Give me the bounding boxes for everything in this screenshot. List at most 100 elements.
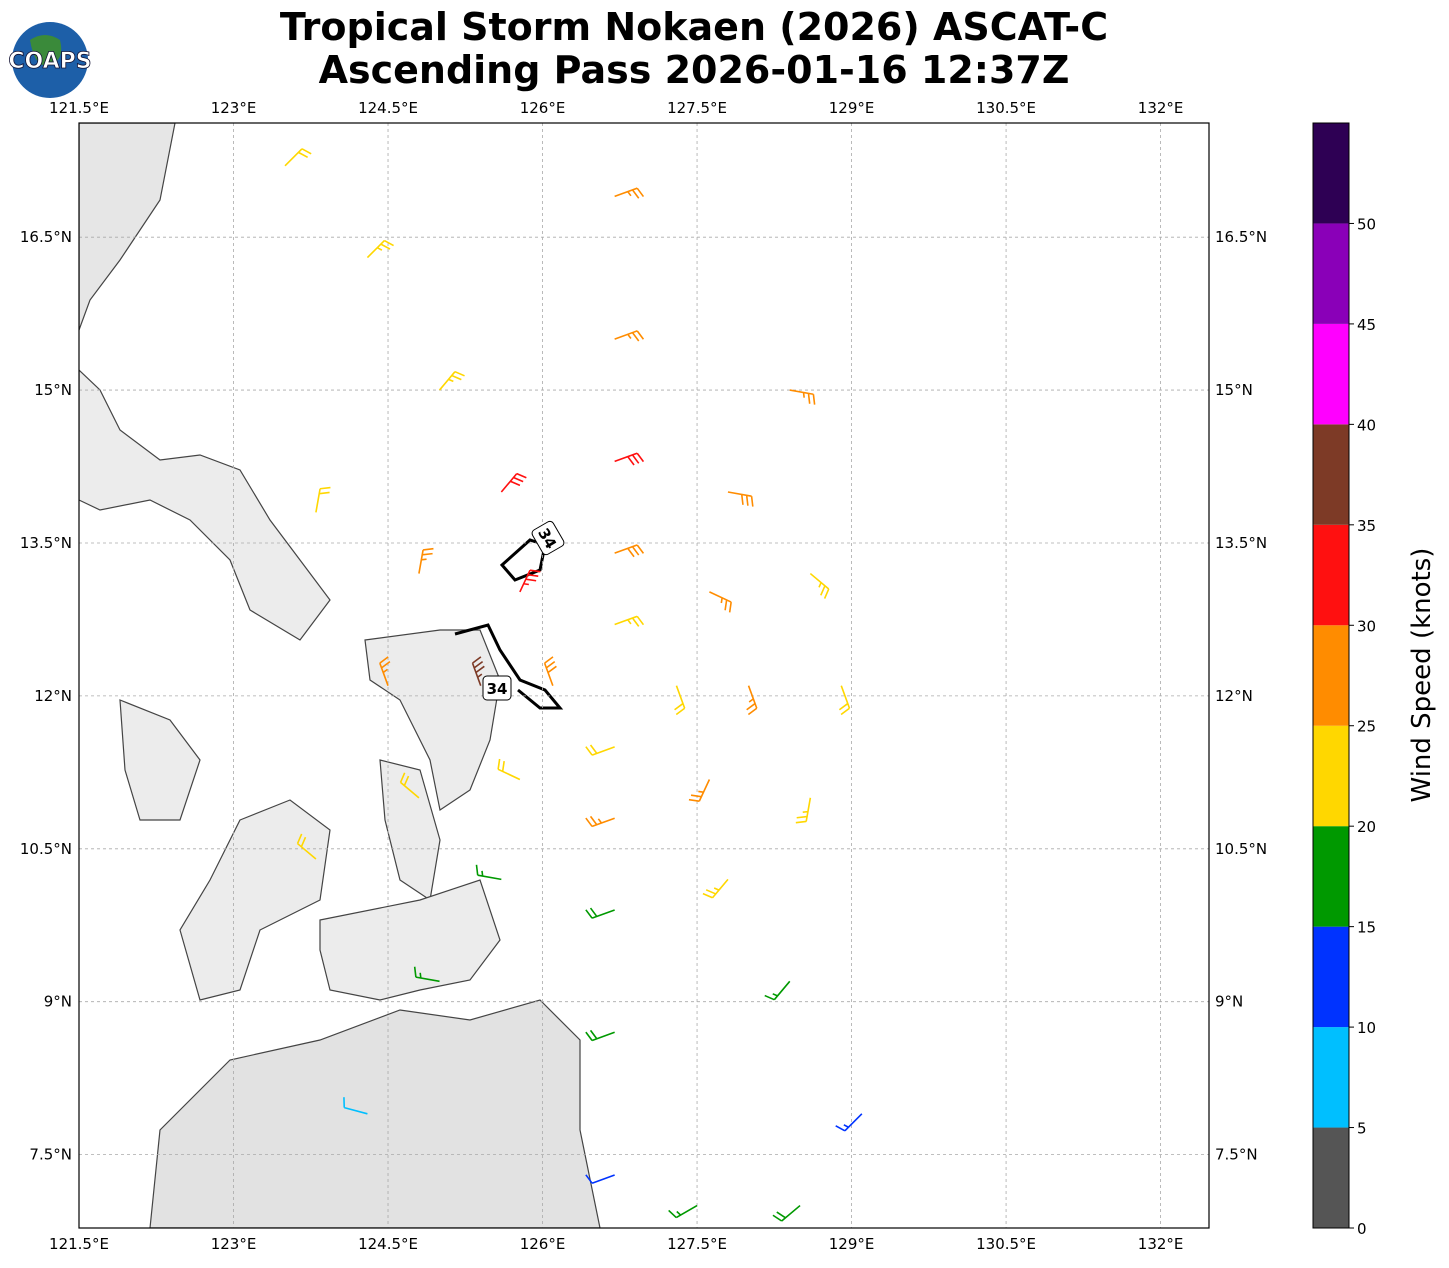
x-tick-label: 123°E — [211, 1235, 257, 1253]
colorbar-bin — [1313, 725, 1349, 827]
wind-barb — [764, 980, 791, 1001]
x-tick-label: 126°E — [520, 1235, 566, 1253]
wind-barb — [789, 389, 816, 405]
colorbar-frame — [1312, 122, 1350, 1229]
x-tick-label: 129°E — [829, 1235, 875, 1253]
wind-barb — [379, 656, 391, 686]
wind-barb — [296, 833, 317, 860]
y-tick-label: 16.5°N — [1215, 228, 1267, 246]
contour-label: 34 — [482, 675, 512, 701]
x-tick-label: 121.5°E — [49, 99, 109, 117]
wind-barb — [727, 491, 754, 507]
wind-barb — [543, 656, 557, 686]
colorbar-tick-label: 50 — [1357, 215, 1376, 233]
colorbar-bin — [1313, 424, 1349, 525]
wind-barb — [614, 544, 645, 558]
y-tick-label: 10.5°N — [20, 840, 72, 858]
wind-barb — [413, 966, 440, 983]
logo-land — [30, 35, 62, 66]
subtitle: Ascending Pass 2026-01-16 12:37Z — [319, 48, 1070, 92]
y-tick-label: 7.5°N — [29, 1146, 72, 1164]
colorbar-tick-label: 35 — [1357, 517, 1376, 535]
colorbar-bin — [1313, 323, 1349, 425]
colorbar-bin — [1313, 826, 1349, 927]
colorbar-tick-label: 30 — [1357, 617, 1376, 635]
wind-barb — [519, 569, 541, 593]
wind-barb — [284, 148, 312, 167]
wind-barb — [688, 779, 711, 803]
colorbar-bin — [1313, 926, 1349, 1028]
wind-barb — [809, 572, 830, 599]
y-tick-label: 12°N — [1215, 687, 1253, 705]
x-tick-label: 132°E — [1138, 99, 1184, 117]
wind-barb — [585, 744, 615, 756]
wind-barb — [795, 797, 812, 824]
x-tick-label: 126°E — [520, 99, 566, 117]
wind-barb — [835, 1113, 863, 1132]
colorbar-bin — [1313, 625, 1349, 726]
y-tick-label: 15°N — [34, 381, 72, 399]
title: Tropical Storm Nokaen (2026) ASCAT-C — [280, 5, 1108, 49]
y-tick-label: 9°N — [1215, 993, 1243, 1011]
wind-barb — [438, 370, 465, 391]
colorbar-bin — [1313, 223, 1349, 324]
x-tick-label: 127.5°E — [667, 99, 727, 117]
x-tick-label: 132°E — [1138, 1235, 1184, 1253]
x-tick-label: 121.5°E — [49, 1235, 109, 1253]
contour-label: 34 — [531, 520, 565, 556]
wind-barb — [366, 239, 394, 259]
x-tick-label: 123°E — [211, 99, 257, 117]
wind-barb — [343, 1097, 368, 1115]
y-tick-label: 9°N — [44, 993, 72, 1011]
contour-label-text: 34 — [487, 680, 508, 698]
wind-barb — [585, 815, 615, 828]
x-tick-label: 129°E — [829, 99, 875, 117]
colorbar-bin — [1313, 1027, 1349, 1128]
y-tick-label: 13.5°N — [20, 534, 72, 552]
colorbar-tick-label: 10 — [1357, 1019, 1376, 1037]
wind-barb — [497, 758, 521, 781]
colorbar-label: Wind Speed (knots) — [1407, 548, 1437, 803]
y-tick-label: 7.5°N — [1215, 1146, 1258, 1164]
y-tick-label: 15°N — [1215, 381, 1253, 399]
colorbar-bin — [1313, 123, 1349, 224]
wind-barb — [702, 878, 729, 899]
x-tick-label: 124.5°E — [358, 1235, 418, 1253]
wind-barb — [709, 591, 732, 613]
x-tick-label: 130.5°E — [976, 99, 1036, 117]
x-tick-label: 130.5°E — [976, 1235, 1036, 1253]
y-tick-label: 10.5°N — [1215, 840, 1267, 858]
colorbar-tick-label: 5 — [1357, 1120, 1367, 1138]
wind-barb — [668, 1204, 698, 1219]
wind-barb — [475, 864, 502, 881]
logo-text: COAPS — [8, 49, 91, 74]
wind-barb — [614, 187, 645, 199]
colorbar-tick-label: 0 — [1357, 1220, 1367, 1238]
x-tick-label: 127.5°E — [667, 1235, 727, 1253]
wind-barb — [746, 685, 758, 716]
colorbar-bin — [1313, 524, 1349, 626]
wind-barb — [399, 772, 420, 799]
wind-barb — [838, 685, 851, 716]
wind-barb — [500, 472, 527, 493]
wind-barb — [614, 452, 645, 466]
x-tick-label: 124.5°E — [358, 99, 418, 117]
colorbar-tick-label: 45 — [1357, 316, 1376, 334]
colorbar-tick-label: 25 — [1357, 718, 1376, 736]
y-tick-label: 16.5°N — [20, 228, 72, 246]
map-frame — [78, 122, 1210, 1229]
wind-barb — [585, 1174, 615, 1184]
y-tick-label: 12°N — [34, 687, 72, 705]
wind-barb — [585, 907, 615, 919]
land — [79, 123, 601, 1228]
y-tick-label: 13.5°N — [1215, 534, 1267, 552]
wind-barb — [614, 330, 645, 342]
wind-barb — [418, 547, 434, 574]
colorbar-bin — [1313, 1127, 1349, 1228]
colorbar-tick-label: 15 — [1357, 919, 1376, 937]
wind-barb — [471, 656, 485, 686]
colorbar-tick-label: 40 — [1357, 416, 1376, 434]
contour — [454, 623, 564, 710]
wind-barb — [614, 615, 645, 627]
